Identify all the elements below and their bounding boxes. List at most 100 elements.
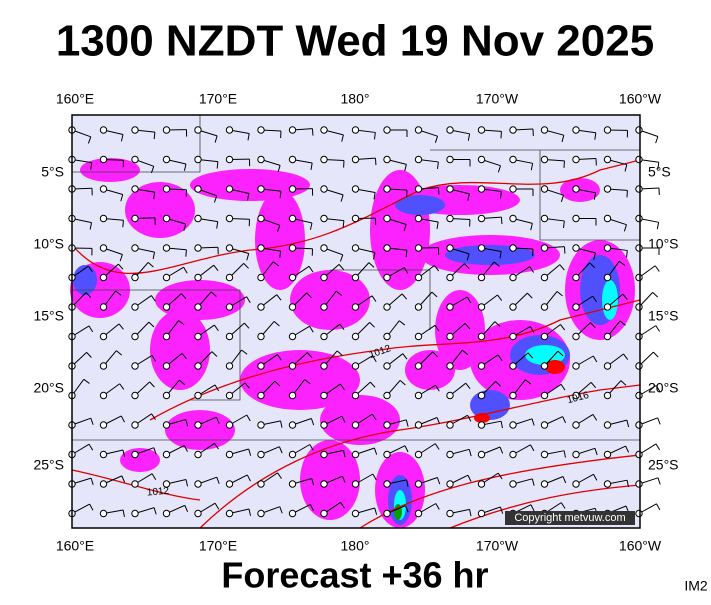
station: [132, 392, 138, 398]
station: [541, 304, 547, 310]
station: [195, 510, 201, 516]
station: [478, 156, 484, 162]
station: [510, 274, 516, 280]
station: [415, 392, 421, 398]
title: 1300 NZDT Wed 19 Nov 2025: [56, 17, 654, 66]
station: [415, 333, 421, 339]
station: [132, 481, 138, 487]
station: [352, 333, 358, 339]
station: [100, 392, 106, 398]
station: [478, 363, 484, 369]
station: [573, 422, 579, 428]
station: [321, 422, 327, 428]
station: [573, 363, 579, 369]
station: [100, 481, 106, 487]
station: [100, 333, 106, 339]
station: [258, 481, 264, 487]
station: [352, 481, 358, 487]
station: [226, 392, 232, 398]
station: [478, 245, 484, 251]
station: [541, 363, 547, 369]
station: [321, 215, 327, 221]
station: [604, 215, 610, 221]
station: [195, 215, 201, 221]
lon-label: 160°W: [619, 91, 662, 107]
station: [289, 392, 295, 398]
station: [132, 186, 138, 192]
station: [195, 481, 201, 487]
station: [258, 392, 264, 398]
station: [604, 186, 610, 192]
station: [636, 215, 642, 221]
station: [321, 451, 327, 457]
station: [604, 451, 610, 457]
station: [636, 333, 642, 339]
station: [132, 127, 138, 133]
station: [352, 304, 358, 310]
station: [415, 510, 421, 516]
station: [415, 304, 421, 310]
station: [604, 274, 610, 280]
station: [541, 451, 547, 457]
station: [195, 422, 201, 428]
lon-label: 170°E: [199, 91, 237, 107]
station: [258, 451, 264, 457]
station: [447, 481, 453, 487]
station: [636, 363, 642, 369]
lat-label: 15°S: [33, 308, 64, 324]
station: [195, 451, 201, 457]
copyright: Copyright metvuw.com: [514, 512, 625, 524]
station: [573, 245, 579, 251]
station: [258, 215, 264, 221]
station: [447, 451, 453, 457]
station: [352, 127, 358, 133]
station: [163, 245, 169, 251]
lon-label: 160°E: [56, 91, 94, 107]
station: [226, 245, 232, 251]
station: [226, 274, 232, 280]
station: [478, 127, 484, 133]
lon-label: 160°W: [619, 538, 662, 554]
station: [636, 274, 642, 280]
station: [447, 422, 453, 428]
station: [384, 186, 390, 192]
station: [573, 156, 579, 162]
station: [415, 274, 421, 280]
station: [289, 363, 295, 369]
station: [321, 510, 327, 516]
station: [226, 422, 232, 428]
station: [163, 274, 169, 280]
station: [510, 215, 516, 221]
lat-label: 25°S: [648, 457, 679, 473]
station: [415, 363, 421, 369]
station: [258, 304, 264, 310]
station: [352, 392, 358, 398]
station: [226, 215, 232, 221]
station: [447, 304, 453, 310]
station: [163, 392, 169, 398]
station: [384, 392, 390, 398]
station: [321, 333, 327, 339]
station: [510, 333, 516, 339]
station: [132, 363, 138, 369]
station: [163, 510, 169, 516]
station: [321, 127, 327, 133]
station: [289, 451, 295, 457]
station: [447, 245, 453, 251]
isobar-label: 1012: [146, 486, 170, 499]
station: [447, 274, 453, 280]
station: [510, 451, 516, 457]
station: [195, 127, 201, 133]
station: [541, 156, 547, 162]
station: [573, 127, 579, 133]
station: [510, 245, 516, 251]
image-id: IM2: [684, 578, 708, 594]
station: [541, 245, 547, 251]
station: [132, 451, 138, 457]
station: [604, 333, 610, 339]
station: [226, 451, 232, 457]
station: [163, 127, 169, 133]
station: [258, 333, 264, 339]
station: [541, 215, 547, 221]
